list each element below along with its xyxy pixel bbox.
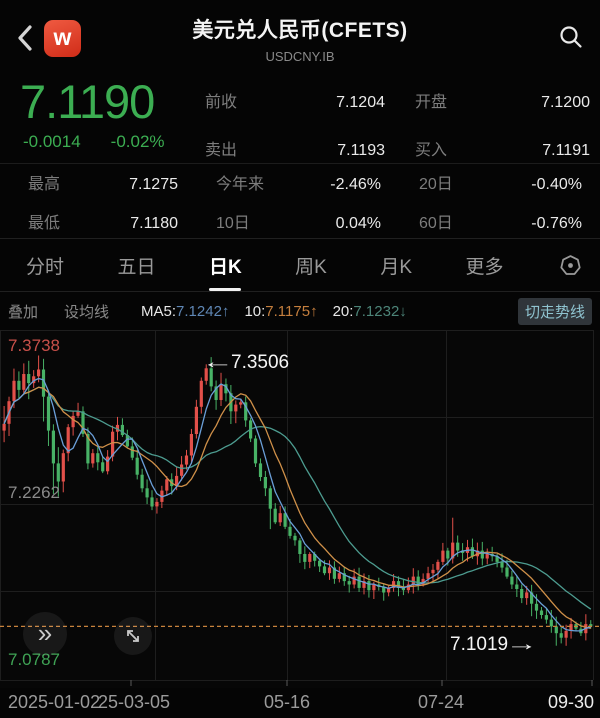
quote-field-0: 前收 7.1204 — [205, 88, 385, 112]
ma-legend-item-2: 20: 7.1232↓ — [332, 302, 407, 320]
candlestick-series — [2, 355, 593, 646]
stat-4: 10日 0.04% — [216, 209, 381, 233]
stat-0: 最高 7.1275 — [28, 170, 178, 194]
quote-field-2-label: 卖出 — [205, 142, 238, 159]
x-axis-label-3: 07-24 — [417, 692, 465, 712]
ma20-line — [3, 386, 592, 610]
page-title: 美元兑人民币(CFETS) — [192, 19, 408, 42]
stat-3-value: 7.1180 — [130, 215, 178, 232]
last-price: 7.1190 — [20, 75, 155, 128]
ma-legend-item-1: 10: 7.1175↑ — [244, 302, 318, 320]
quote-field-3-label: 买入 — [415, 142, 448, 159]
tab-分时[interactable]: 分时 — [26, 257, 65, 278]
set-ma-button[interactable]: 设均线 — [64, 303, 110, 321]
x-axis-label-0: 2025-01-02 — [8, 692, 101, 712]
stat-1: 今年来 -2.46% — [216, 170, 381, 194]
ma-legend: MA5: 7.1242↑ 10: 7.1175↑ 20: 7.1232↓ — [141, 303, 407, 320]
x-axis-label-1: 25-03-05 — [97, 692, 171, 712]
ma10-line — [3, 386, 591, 630]
title-block: 美元兑人民币(CFETS) USDCNY.IB — [70, 14, 530, 64]
stat-0-label: 最高 — [28, 176, 61, 193]
divider — [0, 238, 600, 239]
stats-grid: 最高 7.1275 今年来 -2.46% 20日 -0.40% 最低 7.1180 10日 0.0… — [28, 170, 582, 233]
price-change: -0.0014 — [23, 132, 81, 151]
quote-field-2-value: 7.1193 — [337, 142, 385, 159]
quote-field-0-label: 前收 — [205, 94, 238, 111]
header: w 美元兑人民币(CFETS) USDCNY.IB — [0, 0, 600, 76]
stat-2-label: 20日 — [419, 176, 453, 193]
price-change-row: -0.0014 -0.02% — [23, 132, 165, 152]
tab-月K[interactable]: 月K — [380, 257, 413, 278]
quote-field-3-value: 7.1191 — [542, 142, 590, 159]
back-button[interactable] — [12, 21, 38, 55]
stat-0-value: 7.1275 — [129, 176, 178, 193]
stat-5-value: -0.76% — [531, 215, 582, 232]
price-change-percent: -0.02% — [110, 132, 165, 151]
wind-app-logo[interactable]: w — [44, 19, 81, 57]
ma-toolbar: 叠加 设均线 MA5: 7.1242↑ 10: 7.1175↑ 20: 7.1232↓ 切… — [0, 294, 600, 328]
grid — [0, 330, 594, 686]
quote-fields: 前收 7.1204 开盘 7.1200 卖出 7.1193 买入 7.1191 — [205, 88, 590, 160]
switch-trend-line-button[interactable]: 切走势线 — [517, 297, 592, 325]
tab-更多[interactable]: 更多 — [465, 257, 504, 278]
stat-1-value: -2.46% — [330, 176, 381, 193]
gear-icon — [560, 255, 581, 275]
search-icon — [560, 25, 582, 48]
stat-4-value: 0.04% — [335, 215, 381, 232]
quote-field-3: 买入 7.1191 — [415, 136, 590, 160]
search-button[interactable] — [554, 20, 588, 57]
overlay-button[interactable]: 叠加 — [8, 303, 39, 321]
ma5-line — [3, 377, 591, 632]
stat-3: 最低 7.1180 — [28, 209, 178, 233]
diagonal-resize-icon — [127, 630, 139, 642]
stat-2-value: -0.40% — [531, 176, 582, 193]
tab-日K[interactable]: 日K — [209, 240, 242, 291]
x-axis-label-4: 09-30 — [547, 692, 594, 712]
stat-3-label: 最低 — [28, 215, 61, 232]
stat-1-label: 今年来 — [216, 176, 265, 193]
period-tab-bar: 分时 五日 日K 周K 月K 更多 — [0, 240, 600, 292]
chevron-left-icon — [18, 25, 32, 51]
stat-2: 20日 -0.40% — [419, 170, 582, 194]
quote-field-1: 开盘 7.1200 — [415, 88, 590, 112]
stat-5-label: 60日 — [419, 215, 453, 232]
stat-4-label: 10日 — [216, 215, 250, 232]
chart-settings-button[interactable] — [557, 252, 584, 279]
double-chevron-right-icon: » — [37, 617, 53, 648]
tab-周K[interactable]: 周K — [295, 257, 327, 278]
logo-letter: w — [53, 23, 72, 50]
fast-forward-button[interactable]: » — [23, 612, 67, 656]
ma-legend-item-0: MA5: 7.1242↑ — [141, 302, 230, 320]
kline-chart[interactable]: 7.3738 7.2262 7.0787 ← 7.3506 7.1019 → » — [0, 330, 600, 688]
quote-field-1-label: 开盘 — [415, 94, 448, 111]
candlestick-canvas — [0, 330, 600, 686]
tab-五日[interactable]: 五日 — [117, 257, 156, 278]
resize-chart-button[interactable] — [114, 617, 152, 655]
x-axis-label-2: 05-16 — [263, 692, 311, 712]
quote-field-1-value: 7.1200 — [541, 94, 590, 111]
quote-field-2: 卖出 7.1193 — [205, 136, 385, 160]
divider — [0, 163, 600, 164]
x-axis-labels: 2025-01-02 25-03-05 05-16 07-24 09-30 — [0, 688, 600, 718]
instrument-code: USDCNY.IB — [265, 49, 335, 64]
stat-5: 60日 -0.76% — [419, 209, 582, 233]
quote-field-0-value: 7.1204 — [336, 94, 385, 111]
